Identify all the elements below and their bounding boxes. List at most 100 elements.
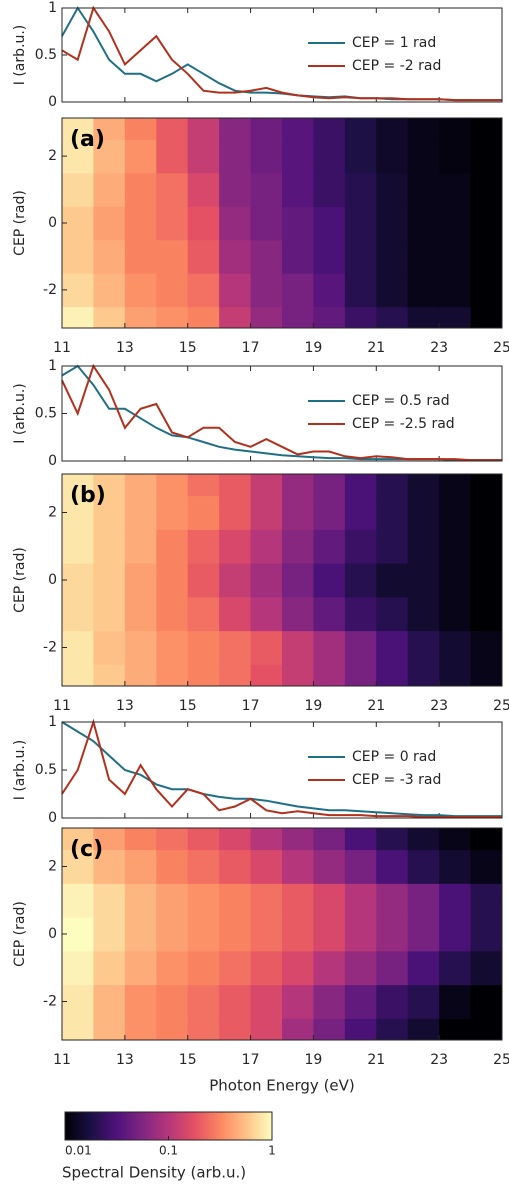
heatmap-cell <box>376 529 409 564</box>
heatmap-cell <box>313 828 346 851</box>
heatmap-cell <box>439 883 472 918</box>
heatmap-cell <box>470 273 502 308</box>
axes-frame <box>61 7 503 103</box>
heatmap-cell <box>344 495 377 530</box>
heatmap-cell <box>376 950 409 986</box>
heatmap-cell <box>124 118 157 140</box>
heatmap-cell <box>470 529 502 564</box>
heatmap-cell <box>62 172 94 207</box>
heatmap-cell <box>282 596 314 632</box>
y-axis-label: CEP (rad) <box>12 547 28 613</box>
heatmap-cell <box>282 630 314 665</box>
heatmap-cell <box>124 828 157 851</box>
heatmap-cell <box>93 172 126 207</box>
heatmap-cell <box>250 917 283 952</box>
heatmap-cell <box>313 596 346 632</box>
heatmap-cell <box>470 495 502 530</box>
heatmap-cell <box>124 563 157 598</box>
heatmap-cell <box>250 630 283 665</box>
heatmap-cell <box>124 984 157 1019</box>
heatmap-cell <box>439 495 472 530</box>
heatmap-cell <box>439 917 472 952</box>
x-tick-label: 23 <box>430 1052 448 1068</box>
heatmap-cell <box>156 984 189 1019</box>
y-tick-label: 1 <box>48 714 57 730</box>
series-line <box>61 363 502 462</box>
heatmap-cell <box>407 950 440 986</box>
heatmap-cell <box>439 139 472 174</box>
y-axis-label: CEP (rad) <box>12 190 28 256</box>
heatmap-cell <box>156 474 189 497</box>
heatmap-cell <box>344 1018 377 1040</box>
heatmap-cell <box>313 118 346 140</box>
heatmap-cell <box>282 950 314 986</box>
heatmap-cell <box>62 306 94 328</box>
heatmap-cell <box>470 883 502 918</box>
heatmap-cell <box>407 139 440 174</box>
legend-label: CEP = -2 rad <box>352 58 441 74</box>
axes-frame <box>61 721 503 819</box>
panel-label: (a) <box>70 127 105 152</box>
heatmap-cell <box>124 917 157 952</box>
heatmap-cell <box>93 139 126 174</box>
heatmap-cell <box>407 206 440 241</box>
heatmap-cell <box>282 273 314 308</box>
heatmap-cell <box>156 883 189 918</box>
series-line <box>61 6 502 102</box>
heatmap-cell <box>93 883 126 918</box>
axes-frame <box>61 365 503 462</box>
heatmap-cell <box>62 883 94 918</box>
heatmap-cell <box>187 306 220 328</box>
heatmap-cell <box>344 664 377 686</box>
x-tick-label: 25 <box>493 698 509 714</box>
heatmap-cell <box>282 495 314 530</box>
heatmap-cell <box>376 883 409 918</box>
heatmap-cell <box>62 495 94 530</box>
heatmap-cell <box>376 917 409 952</box>
heatmap-cell <box>376 828 409 851</box>
heatmap-cell <box>282 984 314 1019</box>
heatmap-cell <box>250 474 283 497</box>
heatmap-cell <box>156 239 189 274</box>
heatmap-cell <box>376 172 409 207</box>
heatmap-cell <box>62 1018 94 1040</box>
heatmap-cell <box>376 596 409 632</box>
x-tick-label: 11 <box>53 1052 71 1068</box>
heatmap-cell <box>313 1018 346 1040</box>
heatmap-cell <box>470 849 502 884</box>
heatmap-cell <box>313 917 346 952</box>
heatmap-cell <box>93 828 126 851</box>
heatmap-cell <box>124 883 157 918</box>
heatmap-cell <box>470 118 502 140</box>
y-axis-label: I (arb.u.) <box>12 383 28 444</box>
heatmap-cell <box>219 529 252 564</box>
heatmap-cell <box>407 828 440 851</box>
heatmap-cell <box>470 563 502 598</box>
heatmap-cell <box>344 828 377 851</box>
heatmap-cell <box>93 630 126 665</box>
heatmap-cell <box>124 664 157 686</box>
heatmap-cell <box>93 917 126 952</box>
series-line <box>61 5 502 102</box>
heatmap-cell <box>219 630 252 665</box>
heatmap-cell <box>124 306 157 328</box>
heatmap-cell <box>156 828 189 851</box>
heatmap-cell <box>344 849 377 884</box>
heatmap-cell <box>219 828 252 851</box>
colorbar <box>64 1111 273 1141</box>
heatmap-cell <box>282 239 314 274</box>
heatmap-cell <box>93 984 126 1019</box>
heatmap-cell <box>313 139 346 174</box>
heatmap-cell <box>187 917 220 952</box>
heatmap-cell <box>124 529 157 564</box>
heatmap-cells <box>62 828 502 1040</box>
heatmap-cell <box>439 1018 472 1040</box>
x-tick-label: 21 <box>367 1052 385 1068</box>
heatmap-cell <box>282 563 314 598</box>
heatmap-cell <box>407 664 440 686</box>
heatmap-cell <box>407 984 440 1019</box>
heatmap-cell <box>313 630 346 665</box>
heatmap-cell <box>250 1018 283 1040</box>
heatmap-cell <box>187 630 220 665</box>
heatmap-cell <box>219 495 252 530</box>
